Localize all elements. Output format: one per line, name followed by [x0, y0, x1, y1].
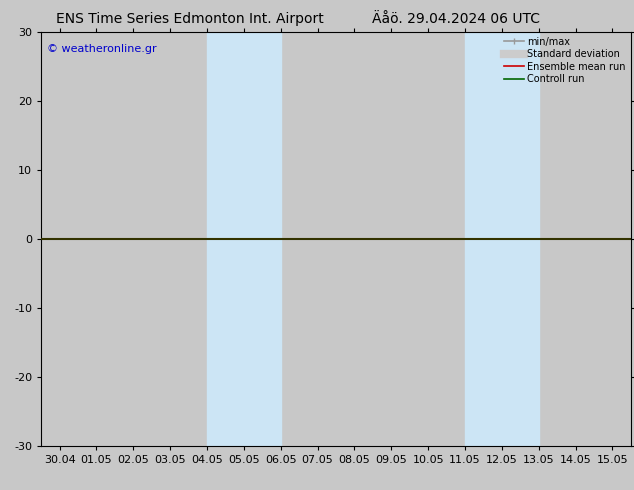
Text: ENS Time Series Edmonton Int. Airport: ENS Time Series Edmonton Int. Airport: [56, 12, 324, 26]
Text: © weatheronline.gr: © weatheronline.gr: [47, 44, 157, 54]
Bar: [207, 32, 281, 446]
Text: Äåö. 29.04.2024 06 UTC: Äåö. 29.04.2024 06 UTC: [373, 12, 540, 26]
Legend: min/max, Standard deviation, Ensemble mean run, Controll run: min/max, Standard deviation, Ensemble me…: [502, 35, 628, 86]
Bar: [465, 32, 539, 446]
